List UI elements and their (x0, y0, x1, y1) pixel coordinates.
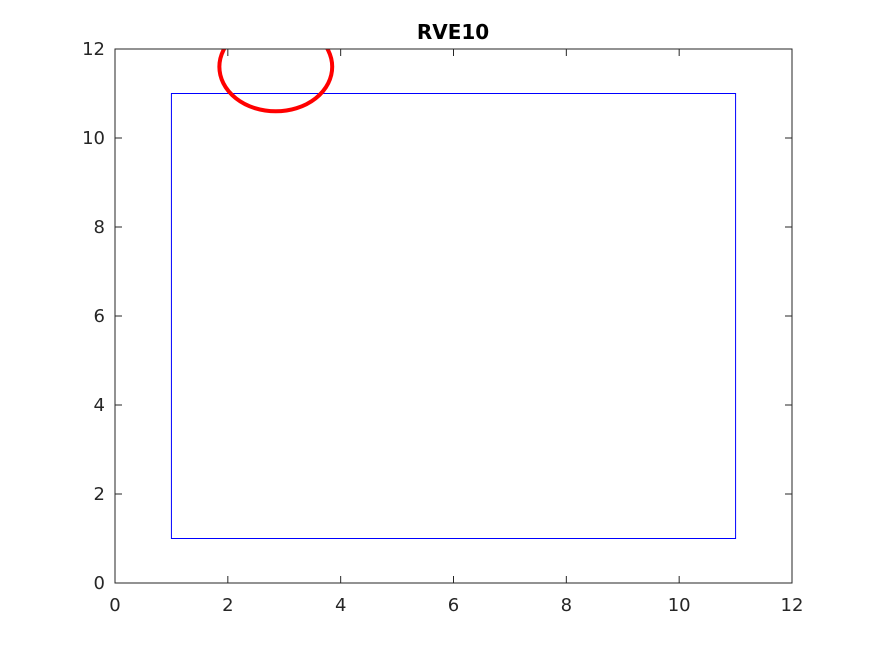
x-tick-label: 8 (561, 595, 572, 616)
x-tick-label: 4 (335, 595, 346, 616)
x-axis: 0 2 4 6 8 10 12 (109, 49, 803, 616)
y-tick-label: 12 (82, 39, 105, 60)
y-tick-label: 10 (82, 128, 105, 149)
rve-rectangle (170, 93, 737, 539)
inclusion-circle (217, 49, 335, 114)
plot-area (115, 49, 792, 583)
y-axis: 0 2 4 6 8 10 12 (82, 39, 792, 594)
x-tick-label: 12 (781, 595, 804, 616)
x-tick-label: 6 (448, 595, 459, 616)
x-tick-label: 10 (668, 595, 691, 616)
x-tick-label: 2 (222, 595, 233, 616)
x-tick-label: 0 (109, 595, 120, 616)
data-layer (170, 49, 737, 539)
y-tick-label: 6 (94, 306, 105, 327)
chart-title: RVE10 (417, 20, 489, 44)
y-tick-label: 4 (94, 395, 105, 416)
y-tick-label: 2 (94, 484, 105, 505)
y-tick-label: 0 (94, 573, 105, 594)
y-tick-label: 8 (94, 217, 105, 238)
